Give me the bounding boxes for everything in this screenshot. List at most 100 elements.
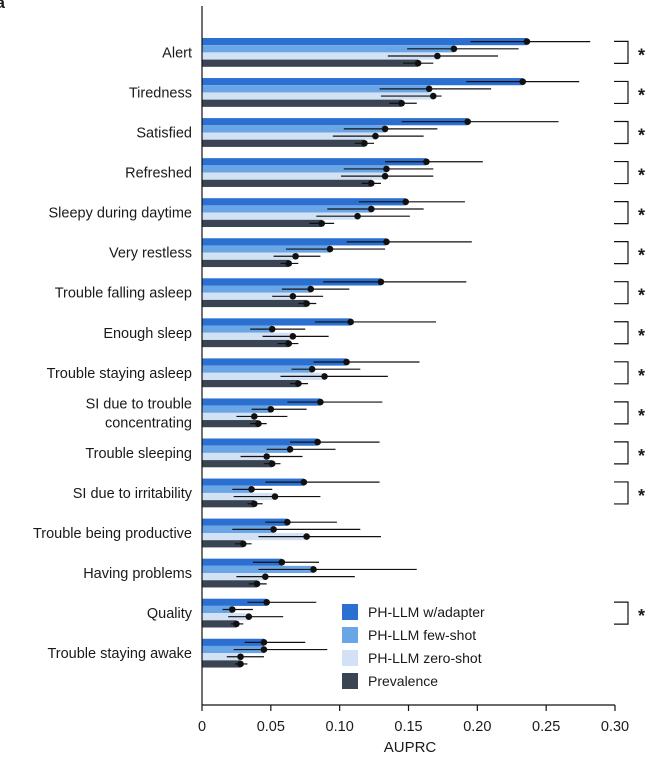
bars-layer xyxy=(202,38,527,668)
data-point xyxy=(383,238,390,246)
bar xyxy=(202,380,299,388)
bar xyxy=(202,158,427,166)
data-point xyxy=(523,38,531,45)
data-point xyxy=(318,220,326,227)
data-point xyxy=(368,205,375,213)
bar xyxy=(202,198,406,206)
bar xyxy=(202,165,387,173)
bar xyxy=(202,139,365,147)
bar xyxy=(202,613,249,621)
bar xyxy=(202,445,291,453)
significance-star: * xyxy=(638,45,645,65)
data-point xyxy=(286,446,294,453)
data-point xyxy=(267,405,275,413)
significance-star: * xyxy=(638,606,645,626)
significance-star: * xyxy=(638,85,645,105)
data-point xyxy=(248,486,255,493)
bar xyxy=(202,332,293,340)
bar xyxy=(202,420,259,428)
significance-bracket xyxy=(614,321,629,345)
significance-bracket xyxy=(614,40,629,64)
bar xyxy=(202,565,314,574)
category-label: Sleepy during daytime xyxy=(49,206,192,222)
data-point xyxy=(285,260,293,267)
data-point xyxy=(251,500,258,508)
significance-bracket xyxy=(614,281,629,305)
category-label: Enough sleep xyxy=(103,326,192,342)
significance-star: * xyxy=(638,406,645,426)
category-label: Trouble staying awake xyxy=(47,646,192,662)
data-point xyxy=(361,140,368,147)
significance-star: * xyxy=(638,326,645,346)
significance-star: * xyxy=(638,246,645,266)
significance-bracket xyxy=(614,120,629,145)
bar xyxy=(202,125,386,133)
bar xyxy=(202,638,264,646)
bar xyxy=(202,533,307,541)
category-label: Having problems xyxy=(83,566,192,582)
bar xyxy=(202,365,313,373)
data-point xyxy=(268,325,276,333)
bar xyxy=(202,372,325,380)
bar xyxy=(202,580,258,588)
category-label: Very restless xyxy=(109,246,192,262)
legend-label: Prevalence xyxy=(368,673,438,689)
data-point xyxy=(354,212,361,220)
bar xyxy=(202,398,321,406)
bar xyxy=(202,59,419,67)
bar xyxy=(202,252,296,260)
bar xyxy=(202,598,267,606)
data-point xyxy=(310,566,317,573)
x-tick-label: 0.25 xyxy=(532,719,560,735)
x-axis: 0 0.05 0.10 0.15 0.20 0.25 0.30 xyxy=(198,6,629,735)
data-point xyxy=(381,125,389,133)
bar xyxy=(202,118,468,126)
data-point xyxy=(402,198,410,206)
significance-markers: * * * * * * * * * * * * * xyxy=(614,40,645,626)
bar xyxy=(202,358,347,366)
x-tick-label: 0.30 xyxy=(601,719,629,735)
category-label: Trouble staying asleep xyxy=(47,366,192,382)
significance-bracket xyxy=(614,601,629,625)
bar xyxy=(202,518,288,526)
bar xyxy=(202,52,438,60)
panel-letter: a xyxy=(0,0,5,12)
category-label: concentrating xyxy=(105,415,192,431)
bar xyxy=(202,92,434,100)
significance-star: * xyxy=(638,286,645,306)
data-point xyxy=(423,158,430,166)
bar xyxy=(202,540,244,548)
bar xyxy=(202,325,273,333)
data-point xyxy=(263,453,271,460)
data-point xyxy=(343,358,350,366)
data-point xyxy=(270,526,277,533)
bar xyxy=(202,558,282,566)
data-point xyxy=(317,398,324,406)
significance-bracket xyxy=(614,80,629,105)
significance-star: * xyxy=(638,166,645,186)
bar xyxy=(202,573,266,581)
data-point xyxy=(237,660,244,668)
significance-bracket xyxy=(614,401,629,425)
data-point xyxy=(233,620,240,628)
data-point xyxy=(434,52,441,60)
legend-swatch xyxy=(342,604,358,620)
legend-swatch xyxy=(342,650,358,666)
bar xyxy=(202,299,307,308)
significance-bracket xyxy=(614,241,629,265)
significance-bracket xyxy=(614,481,629,505)
data-point xyxy=(285,340,293,347)
bar xyxy=(202,245,331,253)
data-point xyxy=(292,252,299,260)
category-label: Satisfied xyxy=(136,126,192,142)
data-point xyxy=(303,533,310,540)
data-point xyxy=(308,365,316,373)
bar xyxy=(202,285,311,293)
data-point xyxy=(278,558,286,566)
category-label: Trouble being productive xyxy=(33,526,192,542)
bar xyxy=(202,219,322,227)
bar xyxy=(202,645,264,654)
data-point xyxy=(228,606,236,613)
bar xyxy=(202,78,523,86)
bar xyxy=(202,339,289,348)
